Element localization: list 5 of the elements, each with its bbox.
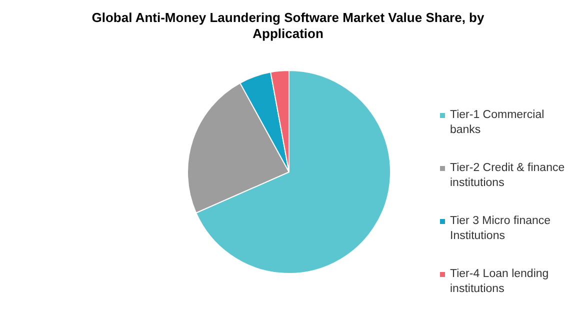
- chart-title: Global Anti-Money Laundering Software Market Value Share, by Application: [90, 10, 486, 42]
- legend-label: Tier-1 Commercial banks: [450, 108, 546, 138]
- legend-label: Tier-4 Loan lending institutions: [450, 267, 550, 297]
- legend-label: Tier-2 Credit & finance institutions: [450, 161, 566, 191]
- legend-label: Tier 3 Micro finance Institutions: [450, 214, 552, 244]
